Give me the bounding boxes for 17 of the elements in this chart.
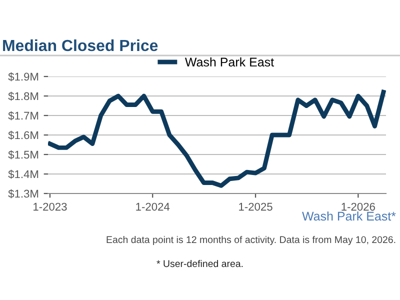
chart-title: Median Closed Price xyxy=(3,39,158,52)
y-tick-label: $1.8M xyxy=(8,92,38,101)
x-tick-label: 1-2024 xyxy=(136,202,170,211)
text: Wash Park East* xyxy=(302,211,396,221)
text: * User-defined area. xyxy=(156,260,243,268)
legend-label: Wash Park East xyxy=(184,57,274,67)
x-tick-label: 1-2026 xyxy=(342,202,375,211)
x-tick-label: 1-2025 xyxy=(239,202,272,211)
y-tick-label: $1.4M xyxy=(8,170,38,179)
y-tick-label: $1.7M xyxy=(8,111,38,120)
y-tick-label: $1.5M xyxy=(8,150,38,160)
text: Each data point is 12 months of activity. Data is from May 10, 2026. xyxy=(106,236,396,246)
y-tick-label: $1.3M xyxy=(8,189,38,198)
y-tick-label: $1.9M xyxy=(8,72,38,82)
x-tick-label: 1-2023 xyxy=(34,202,67,211)
y-tick-label: $1.6M xyxy=(8,130,38,140)
line-series xyxy=(48,90,386,188)
